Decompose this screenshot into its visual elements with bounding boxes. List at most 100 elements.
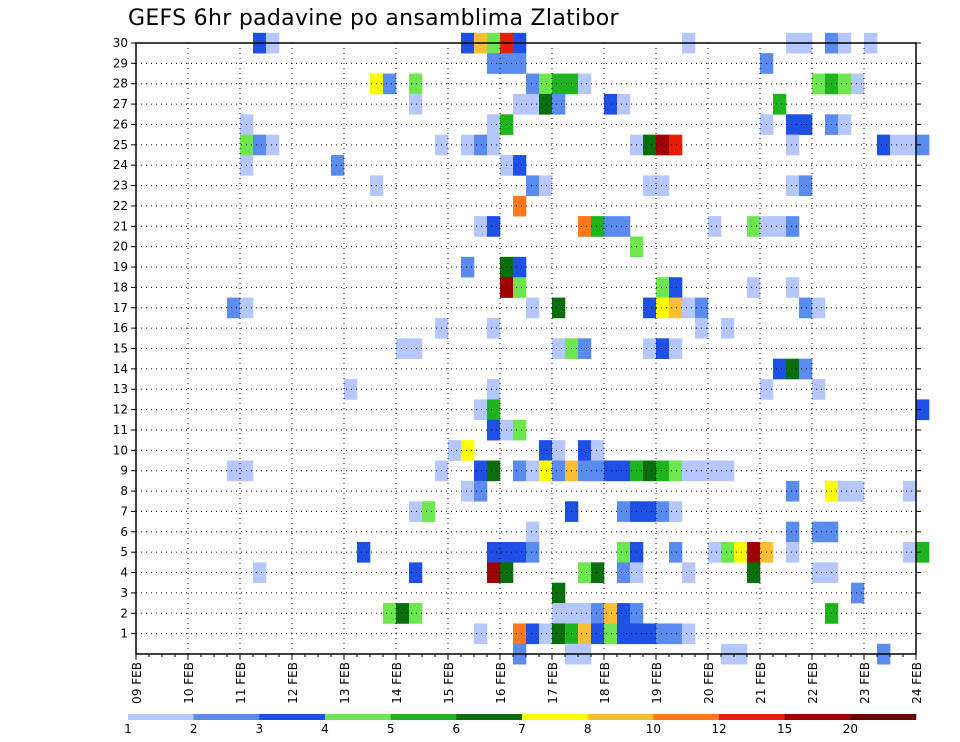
precip-cell — [539, 93, 553, 115]
precip-cell — [552, 93, 566, 115]
precip-cell — [331, 155, 345, 176]
precip-cell — [617, 541, 631, 563]
precip-cell — [656, 175, 670, 197]
precip-cell — [513, 155, 527, 176]
precip-cell — [656, 338, 670, 359]
y-tick-label: 27 — [113, 97, 128, 111]
precip-cell — [656, 134, 670, 156]
y-tick-label: 11 — [113, 423, 128, 437]
legend-label: 5 — [387, 722, 395, 736]
x-tick-label: 13 FEB — [338, 662, 352, 704]
legend-swatch — [522, 714, 588, 720]
precip-cell — [526, 541, 540, 563]
precip-cell — [474, 480, 488, 502]
precip-cell — [721, 541, 735, 563]
x-tick-label: 09 FEB — [130, 662, 144, 704]
y-tick-label: 24 — [113, 158, 128, 172]
precip-cell — [474, 460, 488, 482]
legend-swatch — [259, 714, 326, 720]
legend-label: 10 — [646, 722, 661, 736]
precip-cell — [513, 623, 527, 645]
precip-cell — [422, 501, 436, 522]
precip-cell — [669, 460, 683, 482]
y-tick-label: 15 — [113, 342, 128, 356]
precip-cell — [903, 134, 917, 156]
precip-cell — [487, 317, 501, 339]
legend-swatch — [587, 714, 654, 720]
precip-cell — [578, 216, 592, 237]
precip-cell — [643, 134, 657, 156]
precip-cell — [656, 460, 670, 482]
legend-swatch — [850, 714, 917, 720]
x-tick-label: 17 FEB — [546, 662, 560, 704]
precip-cell — [539, 73, 553, 95]
precip-cell — [578, 562, 592, 584]
y-tick-label: 17 — [113, 301, 128, 315]
precip-cell — [539, 175, 553, 197]
y-tick-label: 1 — [120, 627, 128, 641]
precip-cell — [747, 216, 761, 237]
precip-cell — [838, 480, 852, 502]
x-tick-label: 12 FEB — [286, 662, 300, 704]
precip-cell — [851, 73, 865, 95]
precip-cell — [539, 460, 553, 482]
precip-cell — [812, 521, 826, 543]
precip-cell — [383, 73, 397, 95]
precip-cell — [812, 73, 826, 95]
precip-cell — [669, 297, 683, 319]
legend-label: 7 — [518, 722, 526, 736]
y-tick-label: 18 — [113, 280, 128, 294]
precip-cell — [383, 603, 397, 624]
legend-swatch — [653, 714, 720, 720]
precip-cell — [916, 399, 930, 421]
x-tick-label: 19 FEB — [650, 662, 664, 704]
precip-cell — [708, 460, 722, 482]
y-tick-label: 26 — [113, 117, 128, 131]
y-tick-label: 3 — [120, 586, 128, 600]
precip-cell — [591, 623, 605, 645]
precip-cell — [513, 541, 527, 563]
y-tick-label: 6 — [120, 525, 128, 539]
y-tick-label: 20 — [113, 240, 128, 254]
y-tick-label: 8 — [120, 484, 128, 498]
precip-cell — [526, 623, 540, 645]
precip-cell — [838, 114, 852, 135]
x-tick-label: 15 FEB — [442, 662, 456, 704]
precip-cell — [747, 277, 761, 298]
y-tick-label: 12 — [113, 403, 128, 417]
precip-cell — [682, 623, 696, 645]
precip-cell — [708, 216, 722, 237]
y-tick-label: 22 — [113, 199, 128, 213]
precip-cell — [721, 317, 735, 339]
precip-cell — [643, 297, 657, 319]
precip-cell — [617, 562, 631, 584]
precip-cell — [916, 541, 930, 563]
precip-cell — [591, 440, 605, 461]
precip-cell — [487, 562, 501, 584]
precip-cell — [799, 297, 813, 319]
legend-label: 2 — [190, 722, 198, 736]
precip-cell — [617, 93, 631, 115]
precip-cell — [513, 277, 527, 298]
legend-label: 6 — [453, 722, 461, 736]
precip-cell — [539, 440, 553, 461]
legend-label: 4 — [321, 722, 329, 736]
precip-cell — [474, 216, 488, 237]
legend-label: 1 — [124, 722, 132, 736]
precip-cell — [877, 134, 891, 156]
precip-cell — [643, 175, 657, 197]
precip-cell — [552, 582, 566, 604]
precip-cell — [851, 480, 865, 502]
precip-cell — [643, 338, 657, 359]
precip-cell — [487, 460, 501, 482]
precip-cell — [552, 338, 566, 359]
precip-cell — [578, 603, 592, 624]
precip-cell — [669, 134, 683, 156]
precip-cell — [266, 134, 280, 156]
y-tick-label: 10 — [113, 443, 128, 457]
precip-cell — [799, 114, 813, 135]
x-tick-label: 20 FEB — [702, 662, 716, 704]
precip-cell — [513, 460, 527, 482]
precip-cell — [526, 73, 540, 95]
legend-swatch — [390, 714, 457, 720]
